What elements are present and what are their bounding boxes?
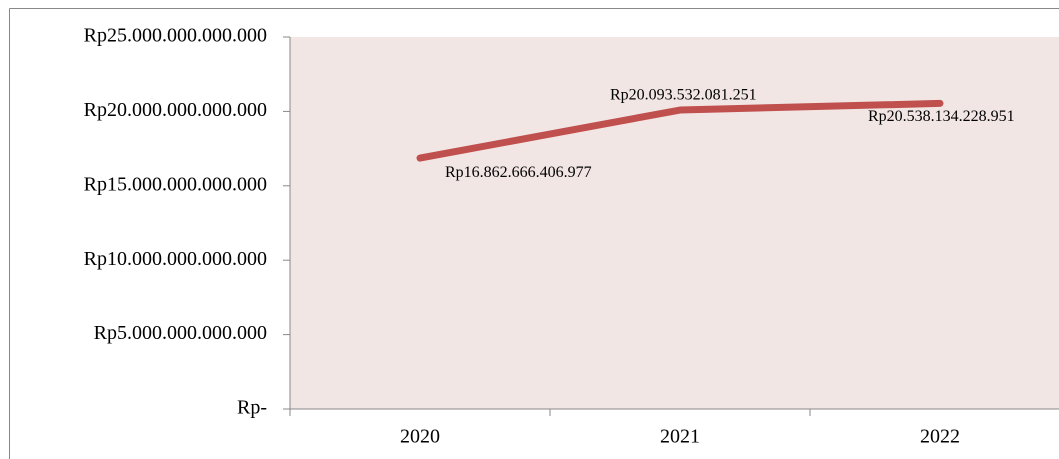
value-label: Rp20.093.532.081.251 [610,87,757,104]
y-tick-label: Rp15.000.000.000.000 [84,173,267,195]
x-tick-label: 2022 [920,426,960,448]
value-label: Rp20.538.134.228.951 [868,108,1015,125]
y-tick-label: Rp- [237,397,267,419]
y-tick-label: Rp10.000.000.000.000 [84,248,267,270]
y-tick-label: Rp25.000.000.000.000 [84,25,267,47]
plot-area [290,37,1059,409]
y-tick-label: Rp5.000.000.000.000 [94,322,267,344]
x-tick-label: 2020 [400,426,440,448]
value-label: Rp16.862.666.406.977 [445,164,592,181]
series-line [416,99,944,162]
x-tick-label: 2021 [660,426,700,448]
y-tick-label: Rp20.000.000.000.000 [84,99,267,121]
